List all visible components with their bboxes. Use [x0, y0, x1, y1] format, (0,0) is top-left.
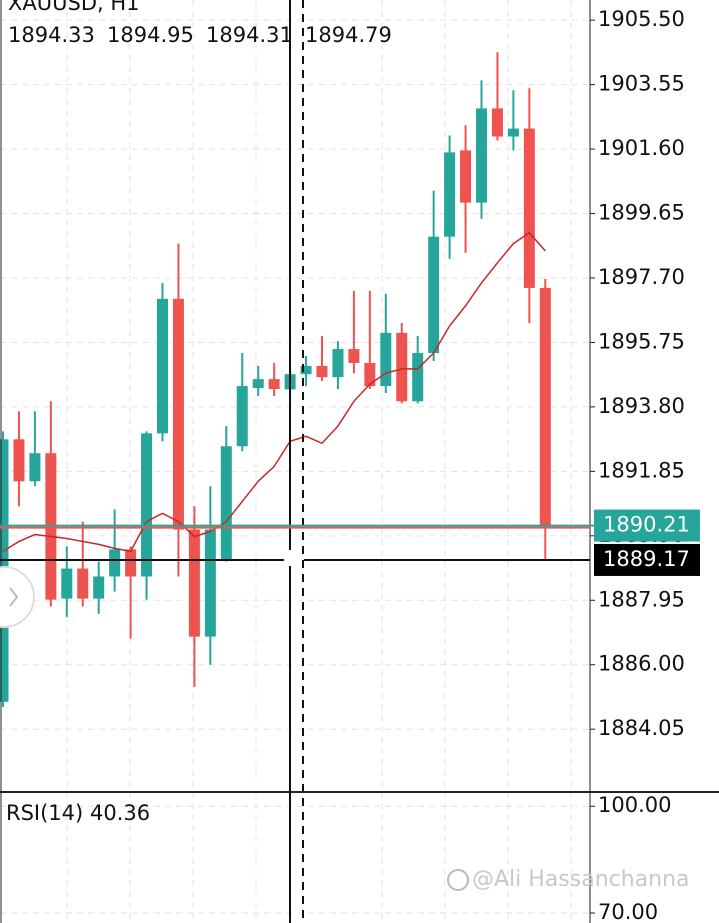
scroll-button-arrow[interactable]	[9, 587, 19, 607]
y-tick-label: 1903.55	[598, 72, 685, 96]
candle-body	[157, 298, 168, 434]
y-tick-label: 1887.95	[598, 587, 685, 611]
moving-average	[2, 231, 546, 553]
candle-body	[332, 349, 344, 378]
candle-body	[380, 332, 392, 387]
candle-body	[125, 549, 137, 577]
y-tick-label: 70.00	[598, 900, 658, 923]
candle-body	[77, 568, 89, 599]
y-tick-label: 1905.50	[598, 7, 685, 31]
candle-body	[491, 108, 503, 137]
y-tick-label: 1899.65	[598, 201, 685, 225]
crosshair-price-box	[594, 543, 700, 576]
candle-body	[300, 365, 312, 375]
candle-body	[220, 446, 232, 560]
candle-body	[364, 362, 376, 387]
crosshair-price-label: 1889.17	[603, 547, 690, 571]
y-tick-label: 1897.70	[598, 265, 685, 289]
candle-body	[61, 568, 73, 599]
candle-body	[141, 433, 153, 577]
candle-body	[172, 298, 184, 530]
ohlc-high: 1894.95	[107, 23, 194, 47]
y-tick-label: 100.00	[598, 793, 671, 817]
candle-body	[428, 236, 440, 354]
chart-title: XAUUSD, H1	[8, 0, 140, 15]
watermark: @Ali Hassanchanna	[472, 867, 690, 892]
candle-body	[204, 529, 216, 637]
candle-body	[29, 453, 41, 482]
watermark-logo	[447, 869, 469, 891]
y-tick-label: 1893.80	[598, 394, 685, 418]
last-price-label: 1890.21	[603, 513, 690, 537]
last-price-box	[594, 509, 700, 542]
candle-body	[523, 128, 535, 288]
candle-body	[348, 349, 360, 363]
candle-body	[316, 365, 328, 378]
candle-body	[444, 152, 456, 237]
candle-body	[236, 386, 248, 447]
scroll-button[interactable]	[0, 566, 35, 628]
candle-body	[268, 379, 280, 390]
y-tick-label: 1884.05	[598, 716, 685, 740]
candle-body	[252, 379, 264, 389]
candle-body	[507, 128, 519, 137]
candle-body	[476, 108, 487, 203]
y-tick-label: 1895.75	[598, 329, 685, 353]
candle-body	[13, 439, 25, 482]
candle-body	[539, 287, 551, 526]
candle-body	[109, 549, 121, 577]
ohlc-low: 1894.31	[206, 23, 293, 47]
candle-body	[412, 353, 424, 402]
rsi-value: 40.36	[90, 801, 150, 825]
rsi-title: RSI(14)	[6, 801, 83, 825]
ohlc-close: 1894.79	[305, 23, 392, 47]
candle-body	[93, 576, 105, 599]
y-tick-label: 1891.85	[598, 458, 685, 482]
ohlc-open: 1894.33	[8, 23, 95, 47]
y-tick-label: 1901.60	[598, 136, 685, 160]
y-tick-label: 1886.00	[598, 652, 685, 676]
candle-body	[188, 529, 200, 637]
candle-body	[460, 150, 472, 203]
candle-body	[396, 332, 408, 402]
